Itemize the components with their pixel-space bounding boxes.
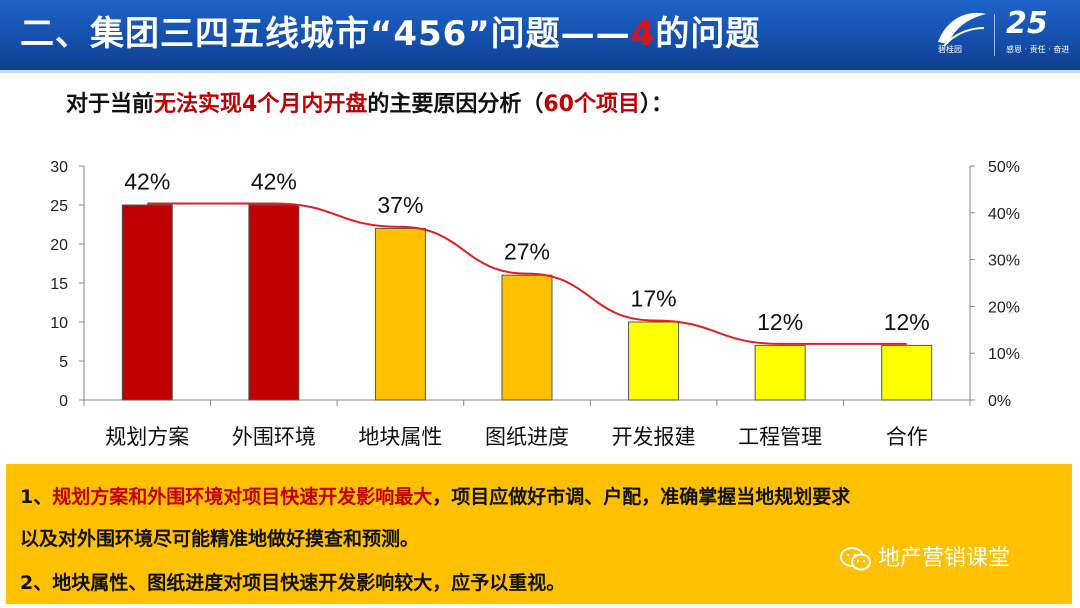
data-label: 12% [757, 309, 803, 335]
y2-tick-label: 50% [988, 159, 1020, 176]
y2-tick-label: 0% [988, 393, 1011, 410]
subtitle-part3: 的主要原因分析（ [367, 92, 544, 117]
bar [754, 344, 806, 401]
x-category-label: 地块属性 [358, 425, 442, 449]
y-tick-label: 25 [50, 198, 68, 215]
logo-text: 碧桂园 [938, 45, 962, 54]
note1-rest: ，项目应做好市调、户配，准确掌握当地规划要求 [432, 486, 851, 508]
header-divider [994, 14, 995, 56]
x-category-label: 规划方案 [105, 425, 189, 449]
data-label: 37% [377, 192, 423, 218]
note-line-1: 1、规划方案和外围环境对项目快速开发影响最大，项目应做好市调、户配，准确掌握当地… [20, 482, 850, 509]
bar [628, 321, 680, 401]
company-logo-icon [938, 12, 986, 47]
anniversary-sub: 感恩 · 责任 · 奋进 [1006, 45, 1070, 54]
wechat-icon [840, 547, 871, 571]
y-tick-label: 5 [59, 354, 68, 371]
x-category-label: 开发报建 [612, 425, 696, 449]
y-tick-label: 0 [59, 393, 68, 410]
header-bar: 二、集团三四五线城市“456”问题——4的问题 碧桂园 25 感恩 · 责任 ·… [0, 0, 1080, 73]
subtitle-highlight: 无法实现4个月内开盘 [154, 92, 368, 117]
page-title: 二、集团三四五线城市“456”问题——4的问题 [20, 10, 760, 58]
chart-subtitle: 对于当前无法实现4个月内开盘的主要原因分析（60个项目）： [66, 86, 673, 118]
title-accent: 4 [630, 14, 656, 54]
title-tail: 的问题 [655, 14, 761, 54]
watermark-text: 地产营销课堂 [878, 546, 1011, 571]
note-line-2: 以及对外围环境尽可能精准地做好摸查和预测。 [20, 528, 420, 550]
subtitle-count: 60个项目 [543, 92, 640, 117]
bar [881, 344, 933, 401]
note-line-3: 2、地块属性、图纸进度对项目快速开发影响较大，应予以重视。 [20, 572, 566, 594]
anniversary-badge: 25 [1006, 6, 1048, 41]
x-category-label: 图纸进度 [485, 425, 569, 449]
watermark: 地产营销课堂 [840, 540, 1010, 572]
data-label: 42% [124, 168, 170, 194]
y-tick-label: 30 [50, 159, 68, 176]
pareto-chart: 0 5 10 15 20 25 30 0% 10% 20% 30% 40% 50% 规划方案 外围环境 地块属… [50, 159, 1020, 449]
x-category-label: 工程管理 [738, 425, 822, 449]
note1-highlight: 规划方案和外围环境对项目快速开发影响最大 [52, 486, 433, 508]
note1-prefix: 1、 [20, 486, 53, 508]
percentage-line [147, 202, 907, 345]
bar [248, 204, 300, 401]
bar [374, 227, 426, 401]
conclusion-box: 1、规划方案和外围环境对项目快速开发影响最大，项目应做好市调、户配，准确掌握当地… [6, 464, 1072, 604]
subtitle-part1: 对于当前 [66, 92, 155, 117]
title-main: 二、集团三四五线城市“456”问题—— [20, 14, 631, 54]
bar [501, 274, 553, 401]
y-tick-label: 15 [50, 276, 68, 293]
y2-tick-label: 10% [988, 346, 1020, 363]
subtitle-part5: ）： [639, 92, 673, 117]
y-tick-label: 20 [50, 237, 68, 254]
data-label: 42% [251, 168, 297, 194]
y2-tick-label: 40% [988, 206, 1020, 223]
data-label: 12% [884, 309, 930, 335]
data-label: 17% [631, 285, 677, 311]
y2-tick-label: 30% [988, 253, 1020, 270]
x-category-label: 外围环境 [232, 425, 316, 449]
x-category-label: 合作 [886, 425, 928, 449]
y2-tick-label: 20% [988, 299, 1020, 316]
y-tick-label: 10 [50, 315, 68, 332]
bar [121, 204, 173, 401]
data-label: 27% [504, 239, 550, 265]
